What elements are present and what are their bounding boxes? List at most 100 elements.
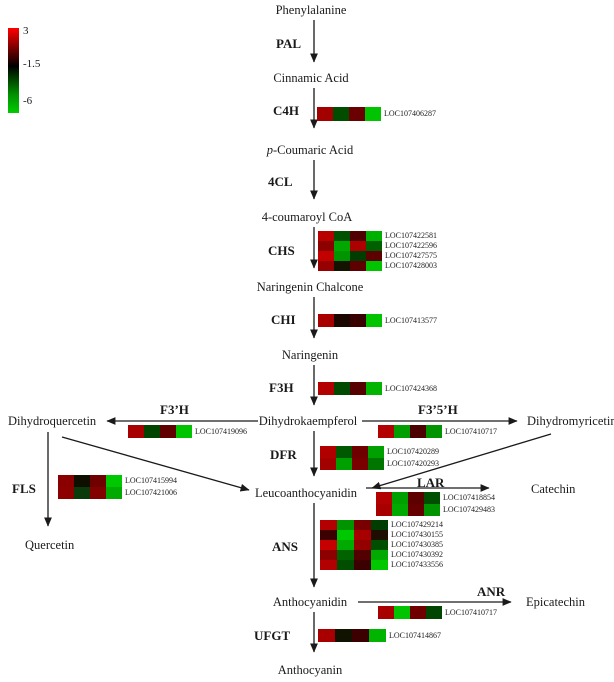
heatmap-cell [318,314,334,327]
metabolite-p-coumaric-acid: p-Coumaric Acid [240,143,380,158]
heatmap-cell [366,261,382,271]
f3ph-expression-heatmap: LOC107419096 [128,425,247,438]
heatmap-cell [354,530,371,540]
heatmap-cell [106,487,122,499]
heatmap-cell [349,107,365,121]
metabolite-catechin: Catechin [531,482,576,496]
heatmap-cell [352,458,368,470]
heatmap-cell [320,530,337,540]
heatmap-row: LOC107413577 [318,314,437,327]
heatmap-cell [337,560,354,570]
heatmap-cell [144,425,160,438]
gene-id-label: LOC107427575 [385,251,437,260]
heatmap-cell [350,382,366,395]
heatmap-cell [369,629,386,642]
heatmap-cell [352,629,369,642]
heatmap-cell [352,446,368,458]
gene-id-label: LOC107422596 [385,241,437,250]
heatmap-cell [366,241,382,251]
heatmap-cell [318,241,334,251]
gene-id-label: LOC107419096 [195,426,247,436]
heatmap-cell [320,550,337,560]
heatmap-cell [394,425,410,438]
heatmap-row: LOC107424368 [318,382,437,395]
enzyme-f35ph: F3’5’H [418,402,458,417]
heatmap-cell [368,446,384,458]
heatmap-row: LOC107420293 [320,458,439,470]
gene-id-label: LOC107421006 [125,488,177,497]
heatmap-cell [354,520,371,530]
gene-id-label: LOC107410717 [445,607,497,617]
heatmap-cell [365,107,381,121]
heatmap-row: LOC107410717 [378,425,497,438]
heatmap-cell [410,606,426,619]
metabolite-dihydrokaempferol: Dihydrokaempferol [258,414,358,428]
heatmap-cell [371,540,388,550]
heatmap-cell [426,425,442,438]
heatmap-cell [333,107,349,121]
enzyme-chi: CHI [271,312,296,327]
enzyme-f3h: F3H [269,380,294,395]
heatmap-cell [128,425,144,438]
heatmap-row: LOC107429483 [376,504,495,516]
heatmap-row: LOC107430155 [320,530,443,540]
heatmap-cell [366,314,382,327]
ufgt-expression-heatmap: LOC107414867 [318,629,441,642]
c4h-expression-heatmap: LOC107406287 [317,107,436,121]
heatmap-cell [371,530,388,540]
heatmap-cell [318,382,334,395]
heatmap-cell [392,492,408,504]
metabolite-cinnamic-acid: Cinnamic Acid [273,71,349,85]
heatmap-cell [334,314,350,327]
heatmap-cell [337,540,354,550]
heatmap-cell [376,504,392,516]
heatmap-cell [378,606,394,619]
color-scale-min-label: -6 [23,95,33,107]
heatmap-cell [176,425,192,438]
heatmap-cell [106,475,122,487]
heatmap-cell [350,231,366,241]
heatmap-row: LOC107419096 [128,425,247,438]
heatmap-cell [368,458,384,470]
heatmap-cell [392,504,408,516]
heatmap-row: LOC107427575 [318,251,437,261]
heatmap-row: LOC107430392 [320,550,443,560]
metabolite-quercetin: Quercetin [25,538,75,552]
gene-id-label: LOC107429483 [443,505,495,514]
heatmap-cell [320,540,337,550]
heatmap-row: LOC107420289 [320,446,439,458]
metabolite-anthocyanidin: Anthocyanidin [272,595,348,609]
metabolite-anthocyanin: Anthocyanin [277,663,343,677]
heatmap-row: LOC107422596 [318,241,437,251]
heatmap-cell [394,606,410,619]
lar-expression-heatmap: LOC107418854 LOC107429483 [376,492,495,516]
enzyme-chs: CHS [268,243,295,258]
heatmap-row: LOC107422581 [318,231,437,241]
color-scale-mid-label: -1.5 [23,58,41,70]
gene-id-label: LOC107406287 [384,109,436,118]
gene-id-label: LOC107418854 [443,493,495,502]
gene-id-label: LOC107428003 [385,261,437,270]
heatmap-cell [424,504,440,516]
heatmap-cell [334,261,350,271]
enzyme-4cl: 4CL [268,174,293,189]
heatmap-cell [334,251,350,261]
heatmap-cell [318,251,334,261]
gene-id-label: LOC107424368 [385,383,437,393]
p-coumaric-rest: -Coumaric Acid [273,143,354,157]
heatmap-cell [320,446,336,458]
chs-expression-heatmap: LOC107422581 LOC107422596 LOC107427575 LOC1… [318,231,437,271]
metabolite-epicatechin: Epicatechin [526,595,585,609]
heatmap-row: LOC107421006 [58,487,177,499]
heatmap-cell [426,606,442,619]
enzyme-f3ph: F3’H [160,402,189,417]
f35ph-expression-heatmap: LOC107410717 [378,425,497,438]
enzyme-pal: PAL [276,36,302,51]
heatmap-row: LOC107410717 [378,606,497,619]
gene-id-label: LOC107414867 [389,630,441,640]
heatmap-cell [334,231,350,241]
metabolite-naringenin-chalcone: Naringenin Chalcone [256,280,364,294]
heatmap-cell [354,560,371,570]
gene-id-label: LOC107420293 [387,459,439,468]
